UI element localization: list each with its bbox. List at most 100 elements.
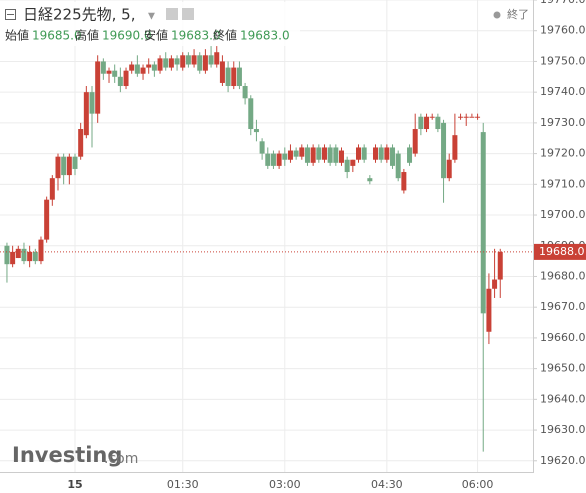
last-price-tag (534, 243, 586, 260)
candle-body (310, 147, 316, 163)
candle-body (55, 156, 61, 179)
candle-body (15, 248, 21, 259)
candle-body (27, 251, 33, 262)
candle-body (66, 156, 72, 176)
candle-body (180, 55, 186, 68)
ohlc-value: 19683.0 (240, 29, 290, 43)
y-tick-label: 19640.0 (540, 392, 586, 405)
y-tick-label: 19620.0 (540, 454, 586, 467)
candle-body (486, 288, 492, 332)
y-tick-label: 19670.0 (540, 300, 586, 313)
candle-body (49, 178, 55, 200)
header-bg (0, 2, 300, 46)
candle-body (441, 122, 447, 179)
ohlc-name: 終値 (213, 28, 237, 43)
candle-body (191, 55, 197, 65)
candle-body (106, 70, 112, 74)
gear-icon[interactable] (182, 8, 194, 20)
candle-body (304, 147, 310, 163)
candle-body (475, 116, 481, 118)
candle-body (287, 150, 293, 160)
candle-body (361, 147, 367, 160)
candle-body (333, 147, 339, 163)
candle-body (112, 70, 118, 77)
candle-body (458, 116, 464, 118)
candle-body (418, 116, 424, 130)
candle-body (253, 129, 259, 133)
watermark-brand: Investing (12, 443, 122, 467)
candle-body (497, 251, 503, 280)
candle-body (236, 67, 242, 87)
y-tick-label: 19770.0 (540, 0, 586, 6)
candle-body (231, 67, 237, 87)
candle-body (469, 116, 475, 118)
y-tick-label: 19740.0 (540, 85, 586, 98)
watermark-suffix: .com (104, 451, 138, 467)
candle-body (452, 135, 458, 160)
y-tick-label: 19760.0 (540, 24, 586, 37)
candle-body (140, 67, 146, 74)
x-tick-label: 01:30 (167, 478, 199, 491)
candle-body (480, 132, 486, 314)
candle-body (208, 55, 214, 65)
candle-body (265, 153, 271, 166)
candle-body (327, 147, 333, 163)
settings-icon[interactable] (166, 8, 178, 20)
y-tick-label: 19700.0 (540, 208, 586, 221)
candle-body (384, 147, 390, 160)
candle-body (395, 153, 401, 179)
candle-body (356, 147, 361, 160)
candle-body (316, 147, 322, 160)
candle-body (407, 147, 413, 163)
x-tick-label: 06:00 (462, 478, 494, 491)
y-tick-label: 19630.0 (540, 423, 586, 436)
candle-body (373, 147, 379, 160)
candle-body (293, 150, 299, 157)
candle-body (38, 239, 44, 262)
y-tick-label: 19650.0 (540, 362, 586, 375)
ohlc-name: 始値 (5, 28, 29, 43)
candle-body (248, 98, 254, 130)
candle-body (390, 147, 396, 166)
x-tick-label: 03:00 (269, 478, 301, 491)
y-tick-label: 19680.0 (540, 269, 586, 282)
y-tick-label: 19720.0 (540, 147, 586, 160)
candle-body (134, 64, 140, 74)
candle-body (174, 58, 180, 65)
candle-body (242, 86, 248, 99)
candle-body (197, 55, 203, 71)
last-price-label: 19688.0 (539, 245, 585, 258)
candle-body (429, 116, 435, 118)
candle-body (78, 129, 84, 157)
candle-body (72, 156, 78, 169)
candle-body (344, 159, 350, 173)
candle-body (299, 147, 305, 157)
y-tick-label: 19750.0 (540, 54, 586, 67)
candle-body (282, 153, 288, 160)
candle-body (463, 116, 469, 118)
dropdown-arrow[interactable]: ▼ (148, 12, 155, 22)
candle-body (61, 156, 67, 176)
candle-body (163, 58, 169, 68)
candle-body (412, 129, 418, 154)
candle-body (446, 159, 452, 179)
candle-body (44, 199, 50, 240)
candle-body (123, 70, 129, 87)
candle-body (259, 141, 265, 154)
candle-body (367, 178, 373, 182)
candle-body (185, 55, 191, 65)
candle-body (378, 147, 384, 160)
candle-body (21, 248, 27, 262)
x-tick-label: 15 (67, 478, 82, 491)
y-tick-label: 19730.0 (540, 116, 586, 129)
candle-body (83, 92, 89, 136)
y-tick-label: 19710.0 (540, 177, 586, 190)
y-tick-label: 19660.0 (540, 331, 586, 344)
candles (0, 46, 533, 452)
candle-body (214, 52, 220, 65)
candle-body (129, 64, 135, 71)
status-dot (493, 11, 501, 19)
collapse-icon[interactable] (5, 9, 16, 20)
candle-body (151, 64, 157, 71)
